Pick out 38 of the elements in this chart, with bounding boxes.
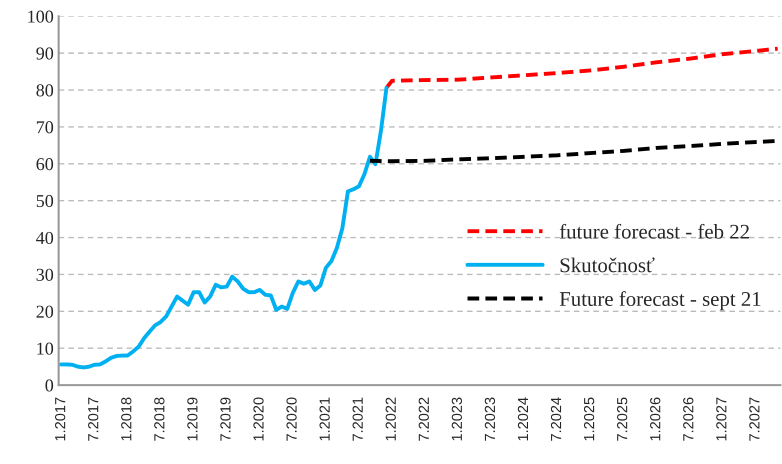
x-tick-label: 7.2020 bbox=[286, 397, 297, 441]
x-tick-label: 1.2019 bbox=[187, 398, 198, 440]
y-tick-label: 40 bbox=[36, 232, 54, 244]
y-tick-label: 90 bbox=[36, 47, 54, 60]
x-tick-label: 7.2021 bbox=[352, 398, 363, 441]
x-tick-label: 1.2022 bbox=[386, 398, 396, 440]
y-tick-label: 0 bbox=[45, 379, 54, 392]
x-tick-label: 1.2021 bbox=[319, 398, 330, 440]
x-tick-label: 7.2023 bbox=[484, 398, 496, 441]
y-tick-label: 60 bbox=[36, 158, 54, 170]
x-tick-label: 1.2023 bbox=[452, 398, 462, 440]
y-tick-label: 30 bbox=[36, 268, 54, 281]
legend-label: future forecast - feb 22 bbox=[560, 224, 749, 239]
y-tick-label: 20 bbox=[36, 306, 54, 318]
x-tick-label: 7.2017 bbox=[88, 398, 98, 441]
y-tick-label: 70 bbox=[36, 121, 54, 134]
x-tick-label: 1.2018 bbox=[121, 398, 132, 440]
x-tick-label: 7.2018 bbox=[154, 398, 164, 441]
x-tick-label: 7.2026 bbox=[683, 398, 694, 441]
x-tick-label: 1.2017 bbox=[54, 398, 66, 440]
x-tick-label: 1.2020 bbox=[253, 397, 264, 440]
y-tick-label: 10 bbox=[37, 342, 54, 355]
legend-label: Skutočnosť bbox=[560, 257, 655, 272]
x-tick-label: 7.2019 bbox=[220, 398, 231, 441]
x-tick-label: 1.2025 bbox=[584, 398, 594, 440]
y-tick-label: 50 bbox=[36, 194, 54, 208]
x-tick-label: 7.2024 bbox=[550, 397, 562, 441]
x-tick-label: 1.2024 bbox=[518, 397, 528, 440]
x-tick-label: 1.2027 bbox=[716, 398, 726, 440]
line-series bbox=[384, 46, 780, 90]
x-tick-label: 1.2026 bbox=[650, 398, 660, 440]
y-tick-label: 80 bbox=[36, 84, 54, 96]
x-tick-label: 7.2027 bbox=[749, 398, 760, 441]
line-series bbox=[59, 86, 388, 370]
legend-label: Future forecast - sept 21 bbox=[560, 291, 760, 310]
x-tick-label: 7.2025 bbox=[616, 398, 628, 441]
x-tick-label: 7.2022 bbox=[418, 398, 429, 441]
y-tick-label: 100 bbox=[28, 10, 54, 23]
